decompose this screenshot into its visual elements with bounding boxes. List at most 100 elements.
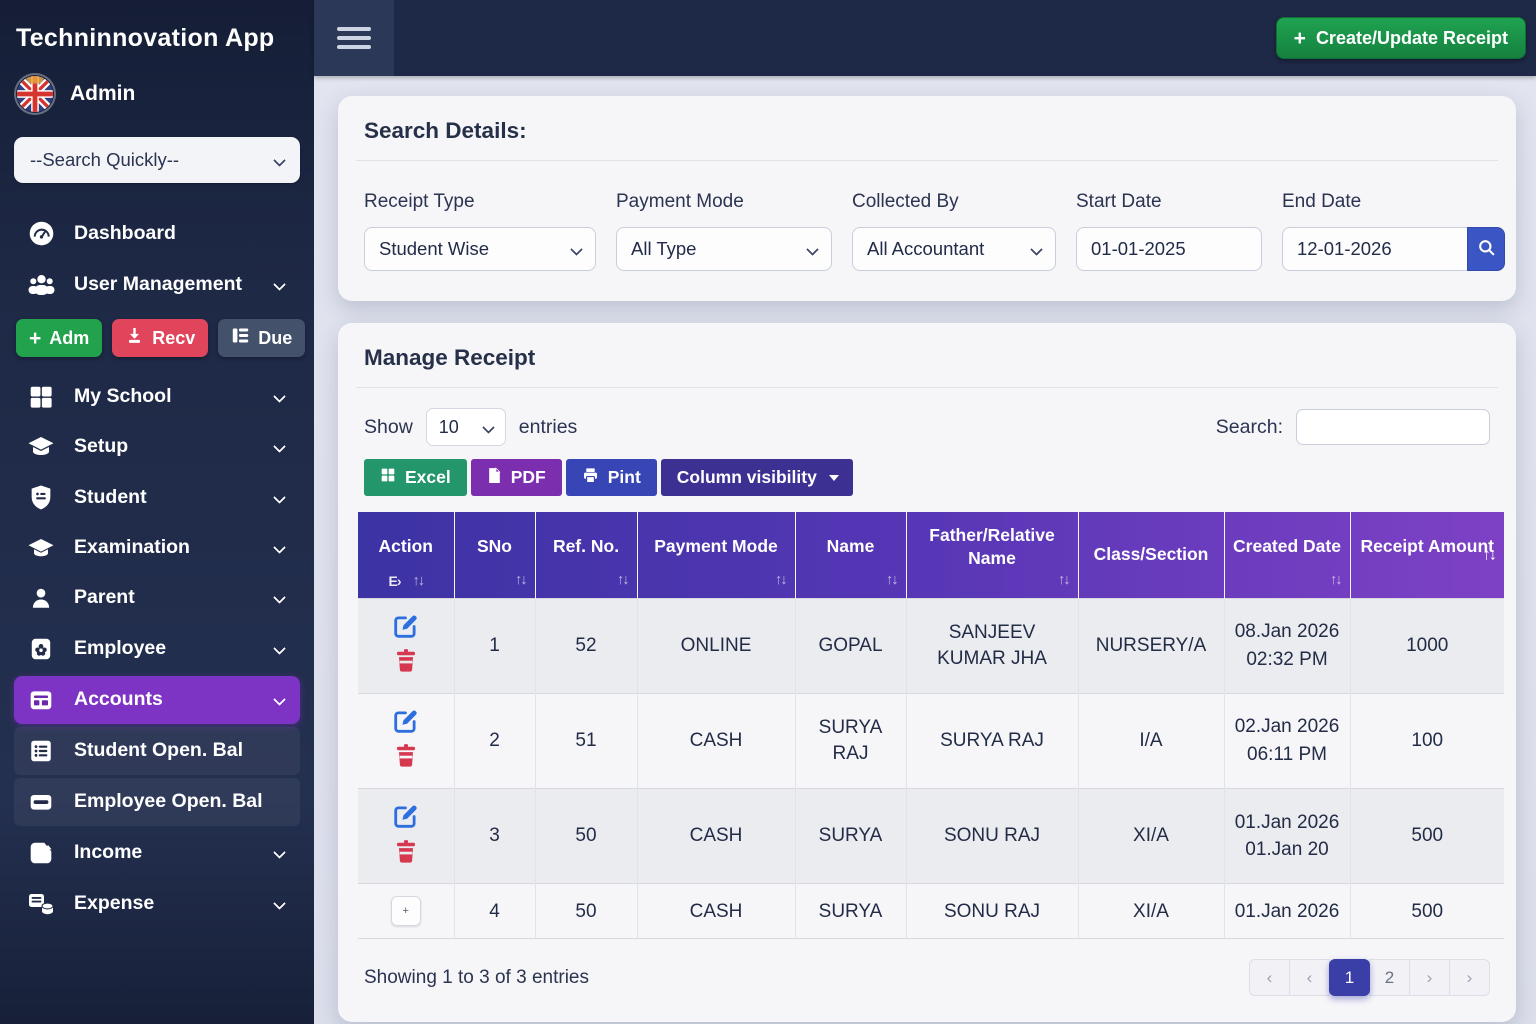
due-button[interactable]: Due [218, 319, 305, 357]
shortcut-label: Adm [49, 328, 89, 349]
print-button[interactable]: Pint [566, 459, 657, 496]
grid-icon [26, 384, 56, 410]
cell-amount: 1000 [1350, 598, 1504, 693]
sort-icon: ↑↓ [1058, 571, 1069, 590]
sidebar-item-label: Expense [74, 892, 154, 915]
sidebar-item-my-school[interactable]: My School [14, 373, 300, 421]
sidebar-item-accounts[interactable]: Accounts [14, 676, 300, 724]
col-header-ref-no[interactable]: Ref. No. ↑↓ [535, 512, 637, 598]
sidebar-item-setup[interactable]: Setup [14, 424, 300, 470]
divider [356, 387, 1498, 388]
sidebar-item-student-open-bal[interactable]: Student Open. Bal [14, 727, 300, 775]
sidebar-item-user-management[interactable]: User Management [14, 261, 300, 309]
excel-icon [380, 467, 396, 488]
badge-icon [26, 636, 56, 662]
page-2-button[interactable]: 2 [1369, 959, 1410, 996]
show-label: Show [364, 416, 413, 439]
page-1-button[interactable]: 1 [1329, 959, 1370, 996]
sort-icon: ↑↓ [775, 571, 786, 590]
table-controls: Show 10 entries Search: [364, 408, 1490, 446]
cell-ref-no: 52 [535, 598, 637, 693]
edit-button[interactable] [387, 611, 425, 644]
col-header-label: Payment Mode [654, 536, 778, 556]
end-date-input[interactable] [1282, 227, 1468, 271]
cell-created-date: 01.Jan 2026 [1224, 884, 1350, 939]
column-visibility-button[interactable]: Column visibility [661, 459, 853, 496]
sidebar-item-parent[interactable]: Parent [14, 574, 300, 622]
pdf-button[interactable]: PDF [471, 459, 562, 496]
sidebar-item-student[interactable]: Student [14, 473, 300, 522]
sidebar-item-label: User Management [74, 273, 242, 296]
pagination: ‹ ‹ 1 2 › › [1249, 959, 1490, 996]
hamburger-menu-button[interactable] [314, 0, 394, 76]
download-icon [125, 326, 144, 350]
col-header-payment-mode[interactable]: Payment Mode ↑↓ [637, 512, 795, 598]
col-header-action[interactable]: Action E›↑↓ [358, 512, 454, 598]
payment-mode-label: Payment Mode [616, 191, 832, 213]
search-submit-button[interactable] [1467, 227, 1505, 271]
shield-icon [26, 484, 56, 511]
col-header-sno[interactable]: SNo ↑↓ [454, 512, 535, 598]
cell-payment-mode: ONLINE [637, 598, 795, 693]
sidebar-item-dashboard[interactable]: Dashboard [14, 209, 300, 258]
cell-amount: 500 [1350, 884, 1504, 939]
sidebar-item-label: Employee Open. Bal [74, 790, 263, 813]
table-row: 2 51 CASH SURYA RAJ SURYA RAJ I/A 02.Jan… [358, 693, 1504, 788]
sidebar-item-expense[interactable]: Expense [14, 880, 300, 928]
create-update-receipt-button[interactable]: + Create/Update Receipt [1276, 17, 1526, 59]
entries-label: entries [519, 416, 578, 439]
cell-father-name: SURYA RAJ [906, 693, 1078, 788]
table-row: 1 52 ONLINE GOPAL SANJEEV KUMAR JHA NURS… [358, 598, 1504, 693]
col-header-name[interactable]: Name ↑↓ [795, 512, 906, 598]
table-search-input[interactable] [1296, 409, 1490, 445]
sidebar-item-employee-open-bal[interactable]: Employee Open. Bal [14, 778, 300, 826]
excel-button[interactable]: Excel [364, 459, 467, 496]
page-length-select[interactable]: 10 [426, 408, 506, 446]
created-date: 02.Jan 2026 [1235, 713, 1340, 741]
sort-icon: ↑↓ [886, 571, 897, 590]
page-last-button[interactable]: › [1449, 959, 1490, 996]
sort-icon: ↑↓ [617, 571, 628, 590]
content: Search Details: Receipt Type Student Wis… [314, 76, 1536, 1024]
col-header-label: Action [379, 536, 433, 556]
colvis-label: Column visibility [677, 467, 817, 488]
chevron-down-icon [273, 278, 286, 291]
receipt-type-select[interactable]: Student Wise [364, 227, 596, 271]
delete-button[interactable] [389, 646, 423, 678]
page-next-button[interactable]: › [1409, 959, 1450, 996]
sidebar-item-employee[interactable]: Employee [14, 625, 300, 673]
wallet-icon [26, 687, 56, 713]
table-footer: Showing 1 to 3 of 3 entries ‹ ‹ 1 2 › › [364, 959, 1490, 996]
admission-button[interactable]: + Adm [16, 319, 102, 357]
page-first-button[interactable]: ‹ [1249, 959, 1290, 996]
col-header-created-date[interactable]: Created Date ↑↓ [1224, 512, 1350, 598]
expand-row-button[interactable]: + [391, 896, 421, 926]
divider [356, 160, 1498, 161]
sidebar-item-examination[interactable]: Examination [14, 525, 300, 571]
col-header-class-section[interactable]: Class/Section [1078, 512, 1224, 598]
col-header-label: Class/Section [1094, 544, 1209, 564]
quick-search-select[interactable]: --Search Quickly-- [14, 137, 300, 183]
delete-button[interactable] [389, 741, 423, 773]
payment-mode-select[interactable]: All Type [616, 227, 832, 271]
col-header-receipt-amount[interactable]: Receipt Amount ↑↓ [1350, 512, 1504, 598]
sidebar-item-income[interactable]: Income [14, 829, 300, 877]
edit-button[interactable] [387, 801, 425, 834]
start-date-label: Start Date [1076, 191, 1262, 213]
created-date: 01.Jan 2026 [1235, 898, 1340, 926]
start-date-input[interactable] [1076, 227, 1262, 271]
col-header-father-name[interactable]: Father/Relative Name ↑↓ [906, 512, 1078, 598]
cell-payment-mode: CASH [637, 789, 795, 884]
delete-button[interactable] [389, 837, 423, 869]
col-header-label: SNo [477, 536, 512, 556]
edit-button[interactable] [387, 706, 425, 739]
app-title: Techninnovation App [16, 24, 298, 53]
receive-button[interactable]: Recv [112, 319, 208, 357]
cell-ref-no: 50 [535, 884, 637, 939]
shortcut-buttons: + Adm Recv Due [16, 319, 298, 357]
collected-by-select[interactable]: All Accountant [852, 227, 1056, 271]
admin-profile[interactable]: Admin [16, 75, 298, 113]
payment-mode-field: Payment Mode All Type [616, 191, 832, 271]
hamburger-icon [337, 27, 371, 31]
page-prev-button[interactable]: ‹ [1289, 959, 1330, 996]
